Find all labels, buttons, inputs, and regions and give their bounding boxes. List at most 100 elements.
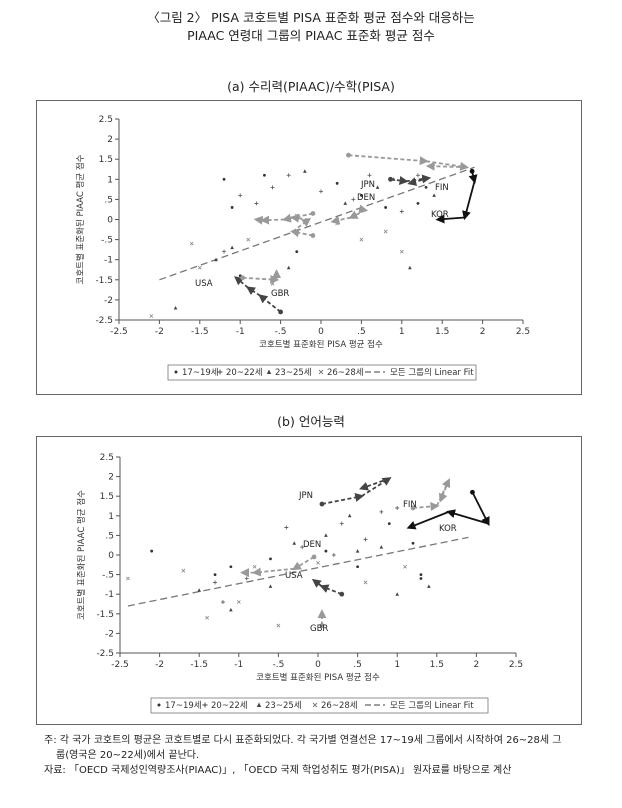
chart-b-point-triangle	[324, 533, 328, 537]
chart-a-y-tick-label: 1.5	[99, 155, 113, 165]
chart-b-point-dot	[419, 573, 423, 576]
chart-a-point-dot	[384, 206, 388, 209]
chart-b-point-triangle	[229, 607, 233, 612]
chart-b-x-tick-label: 2	[474, 660, 480, 670]
chart-a-path-start-fin	[346, 152, 351, 158]
chart-b-y-tick-label: 2.5	[100, 453, 114, 463]
chart-b-country-label-kor: KOR	[439, 524, 457, 534]
chart-b-y-tick-label: 2	[108, 473, 114, 483]
chart-a-legend-label: 23~25세	[275, 368, 312, 378]
chart-a-path-segment-unlabeled	[253, 215, 264, 225]
chart-a-point-cross	[359, 237, 364, 242]
chart-b-x-tick-label: -1	[234, 660, 243, 670]
chart-b-y-tick-label: .5	[105, 531, 114, 541]
chart-b-x-tick-label: 1.5	[430, 660, 444, 670]
chart-a-point-dot	[416, 202, 420, 205]
chart-a-point-cross	[335, 221, 340, 226]
chart-a-point-triangle	[432, 193, 436, 197]
chart-b-y-tick-label: -.5	[102, 571, 114, 581]
chart-a-linear-fit-line	[159, 166, 475, 281]
chart-b-point-dot	[387, 522, 391, 526]
chart-a-x-tick-label: -1	[236, 327, 245, 337]
figure-title-line1: 〈그림 2〉 PISA 코호트별 PISA 표준화 평균 점수와 대응하는	[147, 10, 475, 25]
chart-a-point-triangle	[286, 265, 291, 270]
chart-b-x-tick-label: .5	[353, 660, 362, 670]
chart-a-path-segment-usa	[234, 276, 249, 289]
chart-b-legend-marker-triangle	[256, 702, 262, 707]
chart-b-point-dot	[269, 557, 272, 561]
chart-b-subtitle: (b) 언어능력	[277, 414, 345, 429]
chart-b-point-dot	[411, 541, 415, 545]
chart-a-point-dot	[222, 177, 226, 181]
chart-b-point-triangle	[268, 584, 273, 588]
chart-b-point-plus	[363, 537, 368, 542]
chart-a-legend-label: 20~22세	[226, 368, 263, 378]
chart-b-point-dot	[213, 573, 217, 576]
chart-b-legend-marker-dot	[157, 703, 161, 707]
chart-b-path-segment-jpn	[361, 477, 392, 497]
chart-a-y-tick-label: -1	[104, 256, 113, 266]
chart-b-country-label-usa: USA	[285, 571, 303, 581]
chart-a-point-plus	[399, 209, 404, 214]
chart-a-point-dot	[360, 193, 363, 197]
chart-b-y-axis-title: 코호트별 표준화된 PIAAC 평균 점수	[76, 490, 87, 620]
chart-b-path-start-jpn	[319, 501, 325, 507]
chart-b-point-triangle	[292, 541, 297, 545]
chart-b-x-tick-label: 1	[394, 660, 400, 670]
chart-a-path-segment-den	[348, 209, 366, 219]
chart-b-path-segment-kor	[446, 509, 489, 525]
chart-a-x-tick-label: -2	[155, 327, 164, 337]
chart-a-x-tick-label: 2	[480, 327, 486, 337]
chart-a-svg: -2.5 -2 -1.5 -1 -.5 0.5 1 1.5 2 2.52.521.51.50-.5…	[75, 115, 530, 381]
chart-a-x-tick-label: 0	[318, 327, 324, 337]
chart-b-y-tick-label: 1	[108, 512, 114, 522]
chart-a-path-segment-den	[330, 215, 352, 225]
chart-a-point-plus	[415, 173, 420, 178]
chart-a-country-label-fin: FIN	[435, 183, 449, 193]
chart-b-path-segment-jpn	[321, 493, 365, 505]
chart-a-y-tick-label: -2.5	[95, 316, 113, 326]
chart-b-x-tick-label: -1.5	[190, 660, 208, 670]
chart-a-legend-box	[167, 364, 477, 381]
chart-a-point-dot	[263, 173, 266, 177]
chart-b-path-start-gbr	[319, 623, 325, 628]
chart-b-point-triangle	[347, 513, 352, 518]
chart-a-point-triangle	[173, 305, 178, 310]
chart-a-y-axis-title: 코호트별 표준화된 PIAAC 평균 점수	[75, 154, 86, 284]
chart-b-point-cross	[276, 623, 281, 628]
chart-a-path-start-unlabeled	[310, 233, 316, 238]
chart-b-point-cross	[363, 580, 368, 585]
chart-b-x-axis-title: 코호트별 표준화된 PISA 평균 점수	[256, 672, 380, 683]
chart-a-point-dot	[424, 185, 428, 189]
chart-b-path-segment-den	[291, 556, 315, 571]
chart-b-point-plus	[395, 505, 400, 510]
chart-a-y-tick-label: 1	[107, 175, 113, 185]
chart-b-legend-label: 20~22세	[211, 701, 248, 711]
chart-b-y-tick-label: -1	[105, 590, 114, 600]
chart-a-point-cross	[189, 241, 194, 246]
chart-b-point-cross	[316, 560, 320, 565]
chart-b-point-dot	[324, 549, 328, 553]
chart-b-point-cross	[236, 600, 241, 604]
chart-b-svg: -2.5 -2 -1.5 -1 -.5 0.5 1 1.5 2 2.52.521.51.50-.5…	[76, 453, 523, 714]
chart-b-path-segment-kor	[406, 511, 450, 530]
chart-b-point-triangle	[355, 549, 360, 553]
chart-a-path-segment-kor	[468, 171, 478, 184]
chart-a-path-segment-kor	[435, 214, 465, 224]
chart-b-point-triangle	[379, 545, 384, 549]
chart-b-legend-marker-plus	[202, 702, 208, 708]
chart-a-y-tick-label: -2	[104, 296, 113, 306]
chart-a-x-tick-label: 1.5	[435, 327, 449, 337]
chart-a-point-cross	[246, 237, 251, 242]
chart-b-x-tick-label: -2	[155, 660, 164, 670]
chart-b-linear-fit-line	[127, 536, 469, 607]
chart-a-panel: -2.5 -2 -1.5 -1 -.5 0.5 1 1.5 2 2.5 2.5 2 1.5 1.5 0 -.5…	[36, 100, 582, 395]
chart-b-y-tick-label: 0	[108, 551, 114, 561]
chart-a-point-plus	[319, 189, 323, 194]
chart-a-country-label-kor: KOR	[431, 210, 449, 220]
chart-a-country-label-den: DEN	[357, 193, 375, 203]
note-line2: 룹(영국은 20~22세)에서 끝난다.	[56, 750, 200, 761]
chart-b-x-tick-label: -.5	[272, 660, 284, 670]
chart-a-point-cross	[399, 249, 404, 254]
chart-a-y-tick-label: -1.5	[95, 276, 113, 286]
